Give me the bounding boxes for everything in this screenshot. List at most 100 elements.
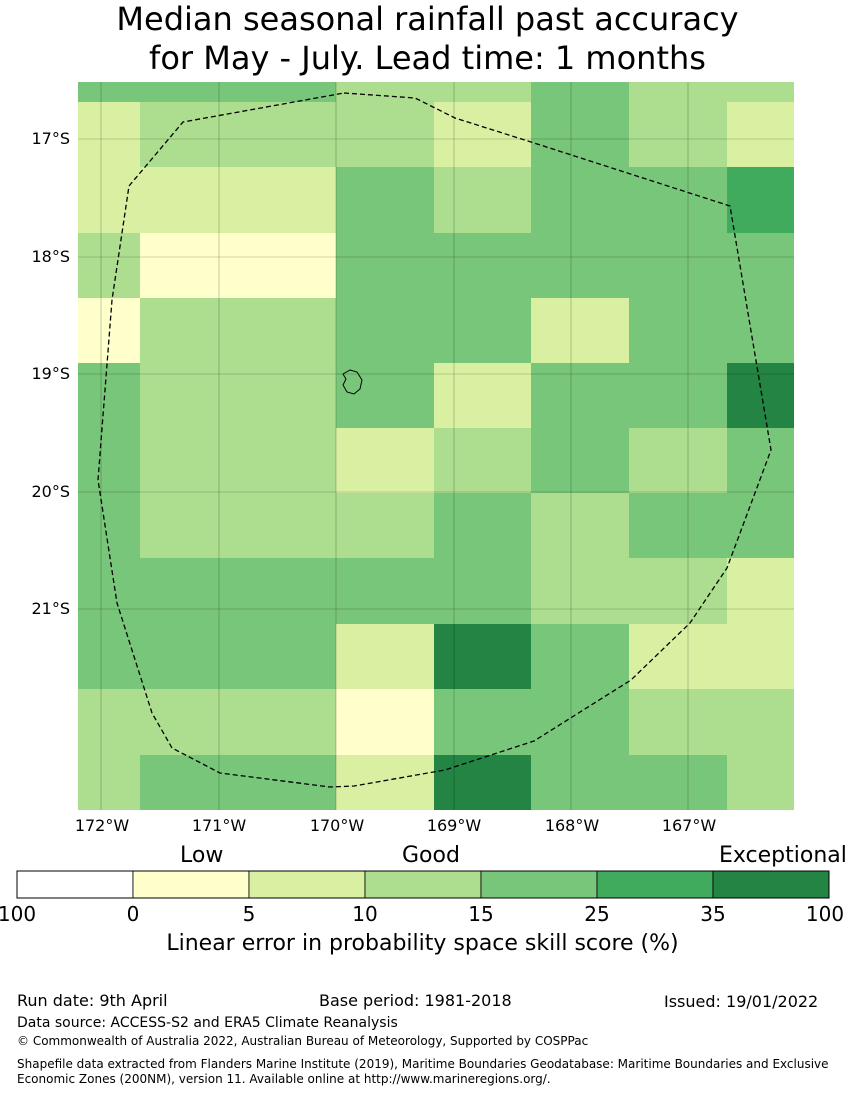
grid-cell	[531, 428, 629, 493]
grid-cell	[531, 233, 629, 298]
grid-cell	[336, 755, 434, 810]
grid-cell	[531, 298, 629, 363]
grid-cell	[238, 298, 336, 363]
grid-cell	[531, 755, 629, 810]
grid-cell	[238, 363, 336, 428]
island-outline	[342, 369, 363, 395]
colorbar-category-low: Low	[180, 843, 224, 868]
grid-cell	[531, 167, 629, 233]
grid-cell	[629, 558, 727, 624]
grid-cell	[140, 624, 238, 689]
grid-cell	[531, 558, 629, 624]
grid-cell	[531, 82, 629, 102]
colorbar-segment	[480, 870, 598, 899]
grid-cell	[78, 428, 140, 493]
colorbar-tick-7: 100	[805, 902, 845, 926]
grid-cell	[727, 298, 794, 363]
grid-cell	[336, 298, 434, 363]
colorbar-segment	[364, 870, 482, 899]
lat-tick-18s: 18°S	[31, 247, 70, 266]
grid-cell	[336, 82, 434, 102]
grid-cell	[336, 558, 434, 624]
base-period: Base period: 1981-2018	[319, 991, 512, 1010]
grid-cell	[434, 493, 531, 558]
grid-cell	[78, 689, 140, 755]
grid-cell	[140, 102, 238, 167]
grid-cell	[629, 102, 727, 167]
eez-boundary	[97, 92, 772, 788]
grid-cell	[434, 298, 531, 363]
grid-cell	[629, 428, 727, 493]
grid-cell	[727, 624, 794, 689]
lon-tick-172w: 172°W	[74, 816, 130, 835]
grid-cell	[140, 493, 238, 558]
grid-cell	[140, 82, 238, 102]
lon-tick-168w: 168°W	[544, 816, 600, 835]
grid-cell	[140, 363, 238, 428]
grid-cell	[434, 558, 531, 624]
lat-tick-20s: 20°S	[31, 482, 70, 501]
grid-cell	[238, 428, 336, 493]
grid-cell	[140, 233, 238, 298]
grid-cell	[727, 755, 794, 810]
grid-cell	[531, 102, 629, 167]
grid-cell	[336, 233, 434, 298]
title-line-2: for May - July. Lead time: 1 months	[149, 39, 706, 77]
grid-cell	[434, 624, 531, 689]
data-source: Data source: ACCESS-S2 and ERA5 Climate …	[17, 1015, 398, 1031]
grid-cell	[434, 82, 531, 102]
colorbar-tick-6: 35	[700, 902, 726, 926]
colorbar-outline	[16, 870, 830, 899]
lat-tick-21s: 21°S	[31, 599, 70, 618]
grid-cell	[78, 82, 140, 102]
colorbar-tick-4: 15	[468, 902, 494, 926]
grid-cell	[238, 755, 336, 810]
grid-cell	[434, 102, 531, 167]
colorbar	[16, 870, 830, 899]
grid-cell	[727, 102, 794, 167]
grid-cell	[629, 624, 727, 689]
colorbar-tick-0: 100	[0, 902, 37, 926]
grid-cell	[238, 624, 336, 689]
grid-cell	[238, 82, 336, 102]
grid-cell	[140, 755, 238, 810]
grid-cell	[78, 167, 140, 233]
grid-cell	[434, 689, 531, 755]
grid-cell	[140, 558, 238, 624]
grid-cell	[336, 363, 434, 428]
map-title: Median seasonal rainfall past accuracy f…	[0, 0, 855, 78]
grid-cell	[629, 82, 727, 102]
grid-cell	[336, 102, 434, 167]
grid-cell	[629, 233, 727, 298]
grid-cell	[140, 689, 238, 755]
grid-cell	[78, 558, 140, 624]
lon-tick-167w: 167°W	[661, 816, 717, 835]
grid-cell	[238, 558, 336, 624]
colorbar-category-exceptional: Exceptional	[719, 843, 847, 868]
grid-cell	[434, 755, 531, 810]
shapefile-credit-line-2: Economic Zones (200NM), version 11. Avai…	[17, 1072, 551, 1086]
grid-cell	[434, 363, 531, 428]
grid-cell	[727, 82, 794, 102]
grid-cell	[336, 167, 434, 233]
grid-cell	[238, 167, 336, 233]
colorbar-tick-1: 0	[126, 902, 140, 926]
grid-cell	[531, 493, 629, 558]
colorbar-segment	[712, 870, 830, 899]
grid-cell	[78, 363, 140, 428]
grid-cell	[531, 624, 629, 689]
graticule	[78, 82, 794, 810]
colorbar-tick-3: 10	[352, 902, 378, 926]
lon-tick-170w: 170°W	[309, 816, 365, 835]
shapefile-credit-line-1: Shapefile data extracted from Flanders M…	[17, 1057, 829, 1071]
grid-cell	[140, 298, 238, 363]
title-line-1: Median seasonal rainfall past accuracy	[116, 0, 739, 38]
grid-cell	[434, 428, 531, 493]
grid-cell	[238, 689, 336, 755]
colorbar-segment	[248, 870, 366, 899]
grid-cell	[78, 298, 140, 363]
colorbar-segment	[132, 870, 250, 899]
grid-cell	[727, 558, 794, 624]
colorbar-segment	[16, 870, 134, 899]
